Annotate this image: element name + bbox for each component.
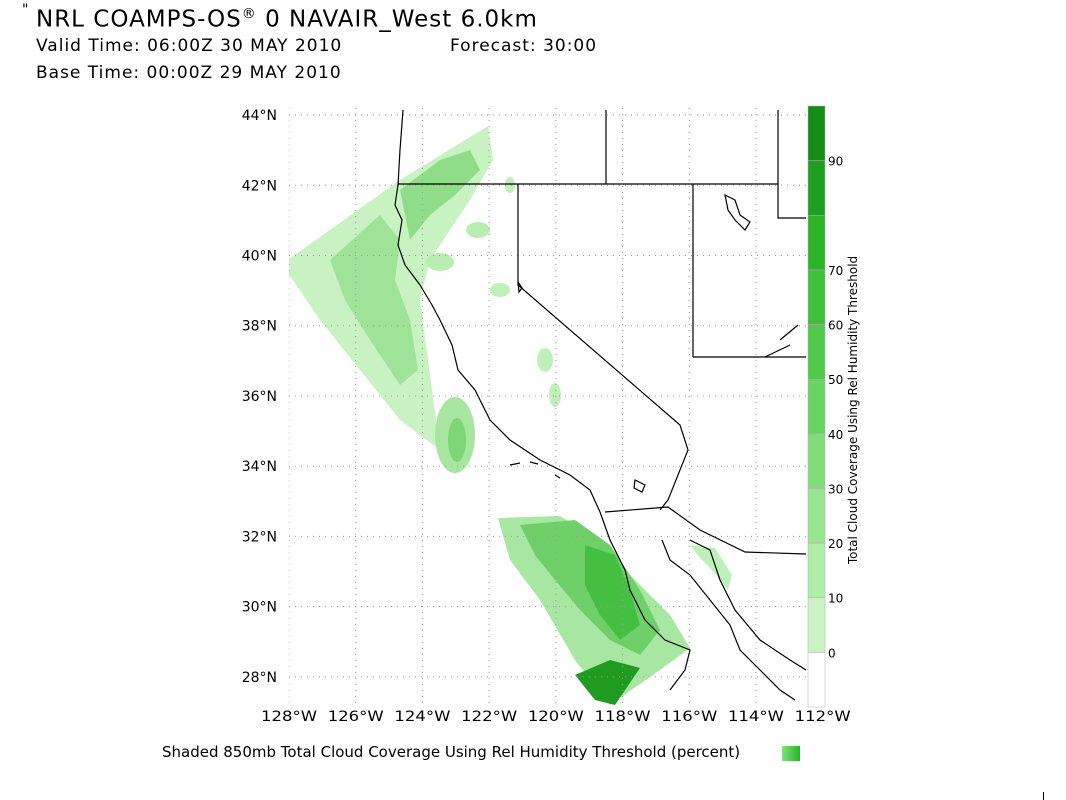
colorbar-tick-label: 10 xyxy=(828,592,843,606)
corner-mark xyxy=(1043,792,1044,800)
longitude-label: 128°W xyxy=(261,709,317,725)
cloud-patch xyxy=(448,418,466,462)
lat-lon-grid xyxy=(289,108,806,705)
latitude-label: 32°N xyxy=(242,529,277,545)
baja-coast-west xyxy=(599,511,691,691)
colorbar-tick-label: 70 xyxy=(828,264,843,278)
salton-sea xyxy=(633,479,646,493)
colorbar-tick-label: 0 xyxy=(828,646,836,660)
colorbar-segment xyxy=(807,215,826,271)
colorbar-segment xyxy=(807,488,826,544)
colorbar-segment xyxy=(807,597,826,653)
cloud-patch xyxy=(549,383,561,407)
cloud-patch xyxy=(505,177,515,193)
longitude-label: 120°W xyxy=(528,709,584,725)
cloud-region-baja-deep xyxy=(575,660,640,705)
colorbar-tick-label: 60 xyxy=(828,319,843,333)
forecast-hour: Forecast: 30:00 xyxy=(450,36,598,56)
colorbar-segment xyxy=(807,378,826,435)
baja-coast-east xyxy=(661,539,796,701)
cloud-region-gulf xyxy=(690,545,732,590)
longitude-label: 118°W xyxy=(595,709,651,725)
colorbar-segment xyxy=(807,160,826,216)
longitude-label: 112°W xyxy=(795,709,851,725)
colorbar-tick-labels: 0 10 20 30 40 50 60 70 90 xyxy=(828,155,843,661)
caption-color-swatch xyxy=(782,746,800,761)
cloud-shading xyxy=(289,126,732,705)
colorbar-segment xyxy=(807,269,826,325)
us-mexico-border xyxy=(604,506,806,555)
great-salt-lake xyxy=(724,193,751,231)
latitude-label: 30°N xyxy=(242,600,277,616)
cloud-patch xyxy=(490,283,510,297)
title-quote-mark: " xyxy=(22,2,29,18)
title-text: NRL COAMPS-OS xyxy=(36,6,242,33)
island xyxy=(509,461,561,479)
political-boundaries xyxy=(394,109,806,701)
colorbar-segment xyxy=(807,105,826,161)
longitude-label: 124°W xyxy=(394,709,450,725)
latitude-label: 42°N xyxy=(242,178,277,194)
map-frame xyxy=(289,108,806,705)
title-suffix: 0 NAVAIR_West 6.0km xyxy=(256,6,538,33)
latitude-label: 44°N xyxy=(242,108,277,124)
colorbar-tick-label: 50 xyxy=(828,373,843,387)
latitude-label: 28°N xyxy=(242,670,277,686)
colorbar-segment xyxy=(807,433,826,489)
registered-mark: ® xyxy=(241,6,257,22)
base-time: Base Time: 00:00Z 29 MAY 2010 xyxy=(36,63,342,83)
longitude-label: 126°W xyxy=(328,709,384,725)
latitude-labels: 44°N 42°N 40°N 38°N 36°N 34°N 32°N 30°N 28°N xyxy=(242,108,277,686)
mainland-mexico-coast xyxy=(689,539,806,671)
colorbar-title: Total Cloud Coverage Using Rel Humidity … xyxy=(846,256,860,565)
colorbar-tick-label: 20 xyxy=(828,537,843,551)
latitude-label: 38°N xyxy=(242,319,277,335)
latitude-label: 36°N xyxy=(242,389,277,405)
cloud-region-north-mid xyxy=(330,215,418,385)
latitude-label: 40°N xyxy=(242,248,277,264)
figure-caption: Shaded 850mb Total Cloud Coverage Using … xyxy=(162,743,741,761)
valid-time: Valid Time: 06:00Z 30 MAY 2010 xyxy=(36,36,343,56)
colorbar-tick-label: 90 xyxy=(828,155,843,169)
colorbar-segment xyxy=(807,542,826,598)
colorbar-segment xyxy=(807,652,826,708)
colorado-river-upper xyxy=(764,324,799,358)
colorbar-segment xyxy=(807,324,826,380)
longitude-labels: 128°W 126°W 124°W 122°W 120°W 118°W 116°W 114°W… xyxy=(261,709,851,725)
longitude-label: 122°W xyxy=(461,709,517,725)
california-nevada-border xyxy=(517,184,689,471)
longitude-label: 114°W xyxy=(728,709,784,725)
colorbar xyxy=(807,105,826,708)
longitude-label: 116°W xyxy=(661,709,717,725)
latitude-label: 34°N xyxy=(242,459,277,475)
cloud-region-baja-strong xyxy=(585,545,640,640)
colorado-river xyxy=(659,469,681,511)
lake-tahoe xyxy=(517,281,523,294)
cloud-region-north-coast xyxy=(400,150,480,240)
cloud-patch xyxy=(466,222,490,238)
cloud-patch xyxy=(426,253,454,271)
wyoming-border xyxy=(777,110,806,219)
colorbar-tick-label: 30 xyxy=(828,482,843,496)
map-title: NRL COAMPS-OS® 0 NAVAIR_West 6.0km xyxy=(36,6,538,33)
cloud-patch xyxy=(537,348,553,372)
colorbar-tick-label: 40 xyxy=(828,428,843,442)
coastline-west xyxy=(394,109,601,513)
